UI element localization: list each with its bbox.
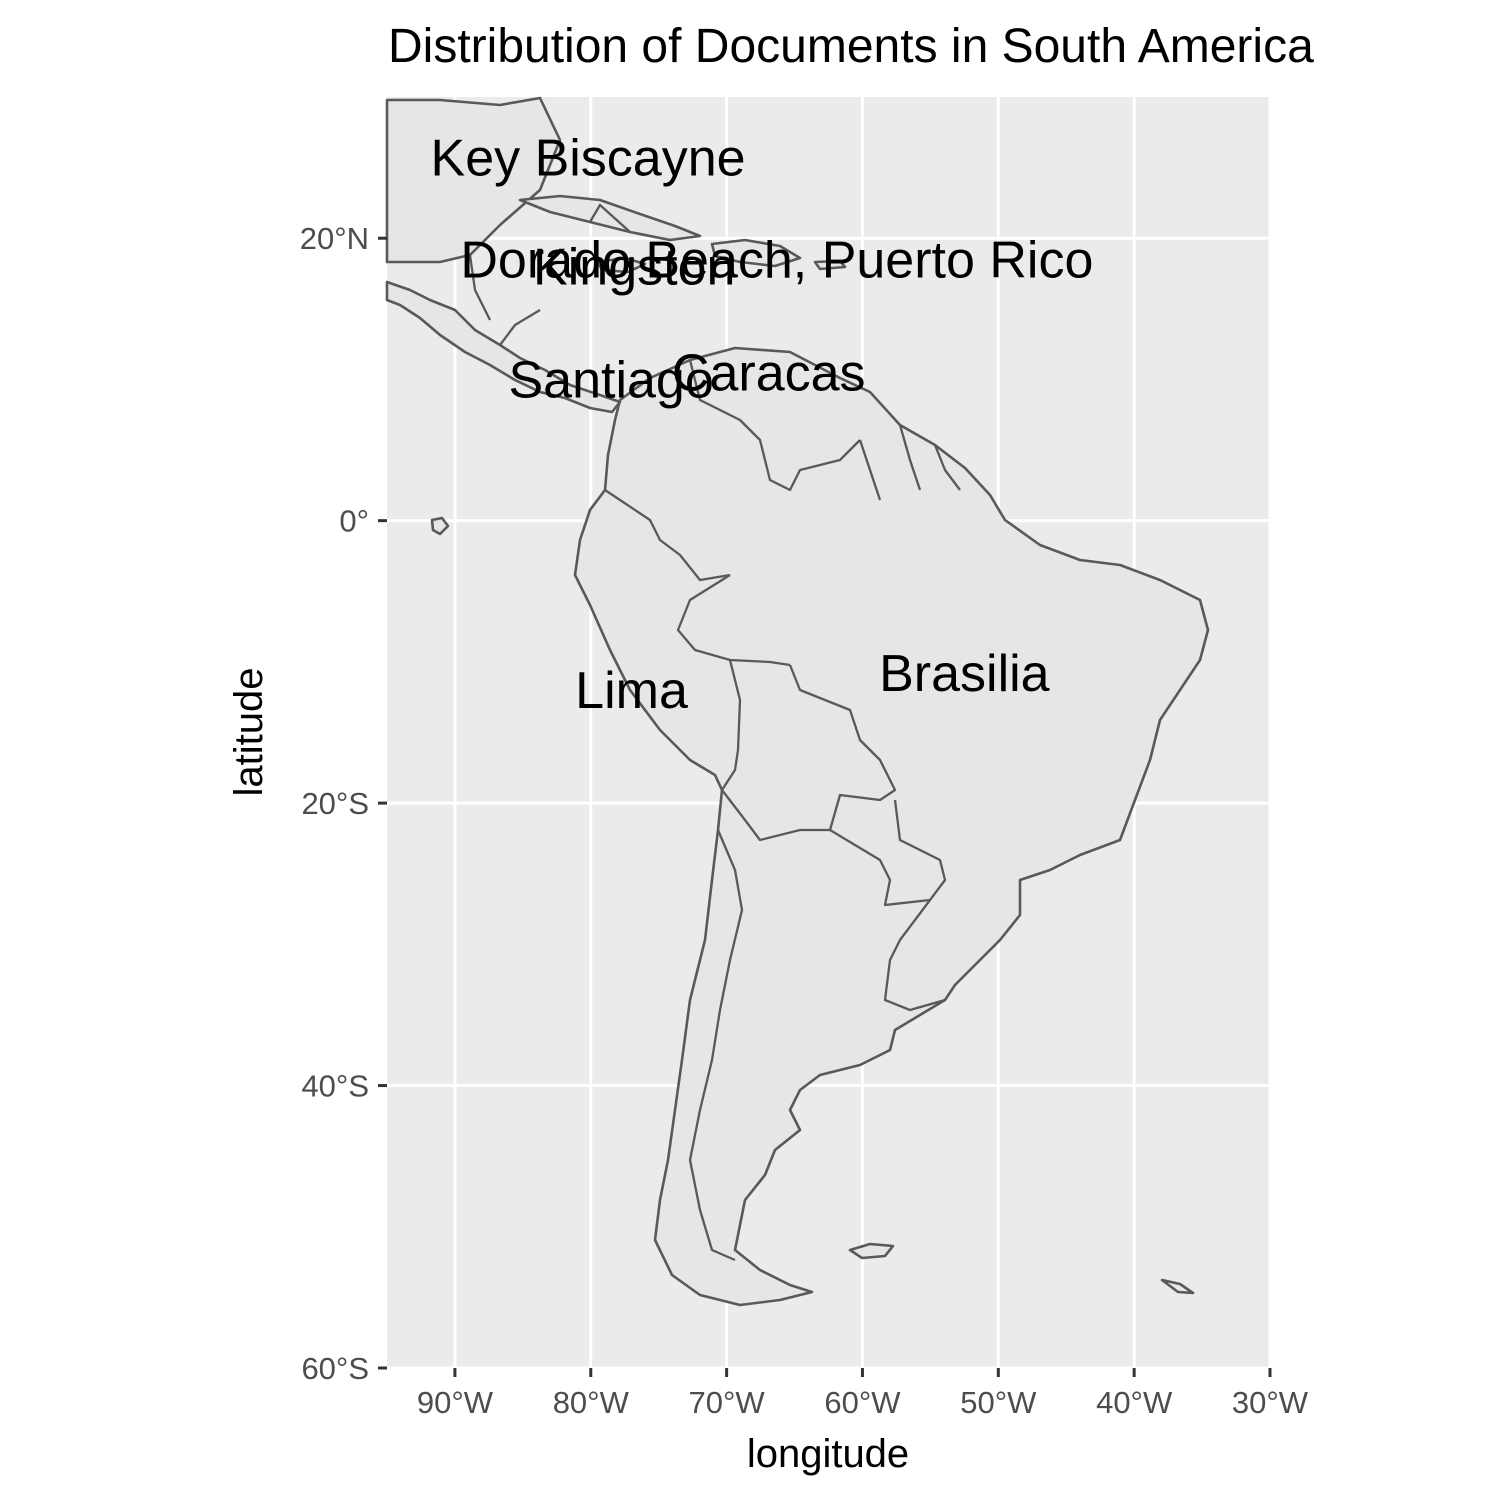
x-tick-label: 80°W xyxy=(553,1385,630,1420)
y-tick-label: 40°S xyxy=(301,1069,369,1104)
galapagos-islands xyxy=(430,516,450,536)
jamaica-island xyxy=(596,256,647,274)
y-tick-label: 60°S xyxy=(301,1351,369,1386)
x-tick-label: 60°W xyxy=(824,1385,901,1420)
x-tick-label: 30°W xyxy=(1232,1385,1309,1420)
y-tick-label: 20°N xyxy=(300,221,369,256)
central-america-landmass xyxy=(385,280,622,414)
falkland-islands xyxy=(848,1242,895,1260)
y-axis-title: latitude xyxy=(227,668,271,797)
city-label: Caracas xyxy=(672,344,866,402)
y-tick-label: 20°S xyxy=(301,786,369,821)
chart-title: Distribution of Documents in South Ameri… xyxy=(388,20,1314,73)
x-tick-label: 50°W xyxy=(960,1385,1037,1420)
x-axis-title: longitude xyxy=(747,1432,909,1476)
city-label: Santiago xyxy=(508,351,713,409)
city-label: Dorado Beach, Puerto Rico xyxy=(460,231,1093,289)
hispaniola-island xyxy=(710,238,802,268)
city-label: Key Biscayne xyxy=(431,130,746,188)
city-label: Lima xyxy=(575,662,688,720)
city-label: Brasilia xyxy=(879,645,1050,703)
x-tick-label: 40°W xyxy=(1096,1385,1173,1420)
x-tick-label: 90°W xyxy=(417,1385,494,1420)
country-borders xyxy=(468,203,961,1262)
plot-panel: Key Biscayne Dorado Beach, Puerto RicoKin… xyxy=(385,96,1272,1370)
land-layer xyxy=(385,96,1210,1307)
x-tick-label: 70°W xyxy=(689,1385,766,1420)
city-labels: Key Biscayne Dorado Beach, Puerto RicoKin… xyxy=(431,130,1094,720)
yucatan-landmass xyxy=(385,96,562,264)
puerto-rico-island xyxy=(813,259,847,271)
city-label: Kingston xyxy=(533,238,735,296)
cuba-island xyxy=(518,194,702,242)
axes: 90°W 80°W 70°W 60°W 50°W 40°W 30°W 20°N 0° 20°S 40… xyxy=(300,221,1309,1420)
y-tick-label: 0° xyxy=(339,504,369,539)
south-georgia-island xyxy=(1160,1278,1195,1295)
south-america-landmass xyxy=(573,346,1210,1307)
